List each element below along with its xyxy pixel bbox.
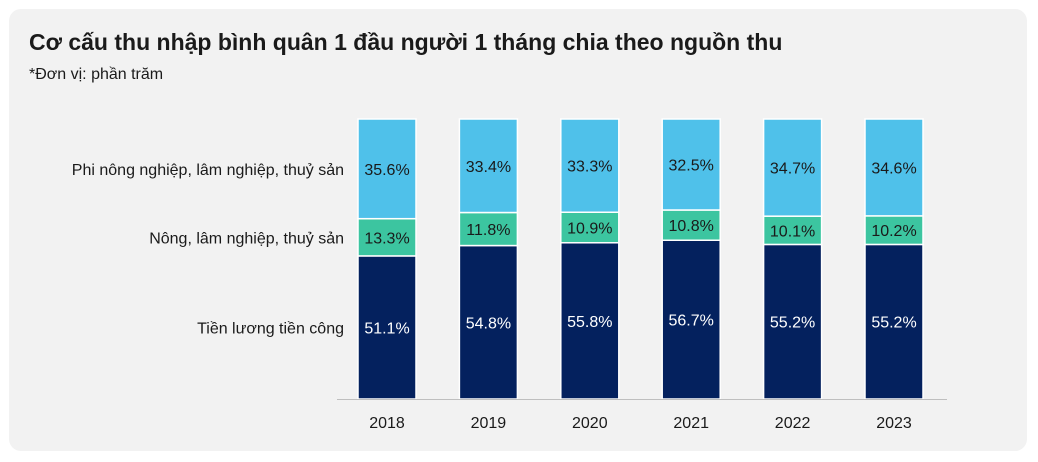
data-label-2019-s0: 54.8% — [466, 315, 511, 332]
legend-label-s1: Nông, lâm nghiệp, thuỷ sản — [149, 230, 344, 247]
data-label-2019-s1: 11.8% — [466, 222, 510, 239]
chart-subtitle: *Đơn vị: phần trăm — [29, 66, 164, 83]
data-label-2018-s2: 35.6% — [364, 162, 409, 179]
data-label-2022-s1: 10.1% — [770, 223, 815, 240]
bar-segment-2021-s1 — [661, 209, 721, 241]
bar-segment-2019-s2 — [458, 118, 519, 214]
data-label-2019-s2: 33.4% — [466, 159, 511, 176]
bar-segment-2020-s2 — [560, 118, 620, 213]
x-tick-label-2018: 2018 — [369, 415, 405, 432]
data-label-2022-s2: 34.7% — [770, 161, 815, 178]
x-tick-label-2020: 2020 — [572, 415, 608, 432]
x-tick-label-2022: 2022 — [775, 415, 811, 432]
bar-segment-2021-s2 — [661, 118, 721, 211]
legend-label-s2: Phi nông nghiệp, lâm nghiệp, thuỷ sản — [72, 162, 344, 179]
legend-label-s0: Tiền lương tiền công — [197, 320, 344, 337]
data-label-2021-s1: 10.8% — [669, 218, 714, 235]
bar-segment-2018-s1 — [357, 217, 417, 257]
data-label-2023-s2: 34.6% — [871, 160, 916, 177]
data-label-2018-s0: 51.1% — [364, 320, 409, 337]
x-tick-label-2023: 2023 — [876, 415, 912, 432]
data-label-2020-s0: 55.8% — [567, 314, 612, 331]
bar-segment-2023-s2 — [864, 118, 924, 217]
bar-segment-2022-s0 — [762, 243, 823, 400]
data-label-2023-s1: 10.2% — [871, 223, 916, 240]
x-tick-label-2019: 2019 — [471, 415, 507, 432]
x-tick-label-2021: 2021 — [673, 415, 709, 432]
data-label-2022-s0: 55.2% — [770, 315, 815, 332]
data-label-2020-s1: 10.9% — [567, 221, 612, 238]
bar-segment-2018-s2 — [357, 118, 417, 220]
data-label-2021-s0: 56.7% — [669, 313, 714, 330]
data-label-2021-s2: 32.5% — [669, 158, 714, 175]
data-label-2018-s1: 13.3% — [364, 230, 409, 247]
bar-segment-2023-s1 — [864, 215, 924, 246]
bar-segment-2020-s1 — [560, 211, 620, 244]
bar-segment-2022-s2 — [762, 118, 823, 217]
bar-segment-2022-s1 — [762, 215, 823, 246]
bar-segment-2018-s0 — [357, 255, 417, 400]
data-label-2020-s2: 33.3% — [567, 159, 612, 176]
data-label-2023-s0: 55.2% — [871, 315, 916, 332]
chart-title: Cơ cấu thu nhập bình quân 1 đầu người 1 … — [29, 29, 783, 55]
